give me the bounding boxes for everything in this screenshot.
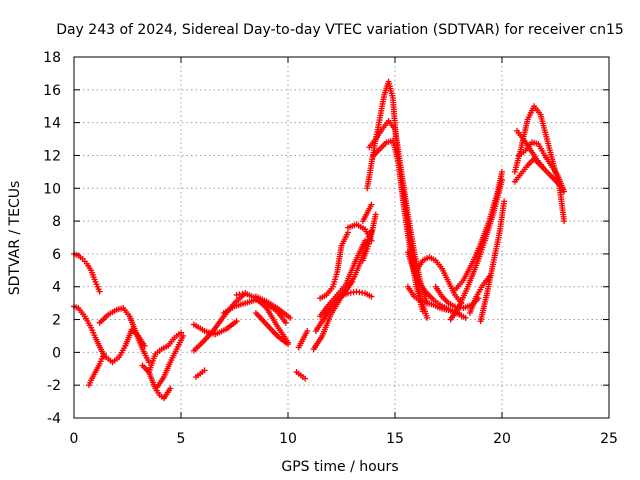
data-point bbox=[302, 375, 309, 382]
data-point bbox=[368, 201, 375, 208]
series-arc-4 bbox=[96, 305, 152, 366]
series-arc-7 bbox=[154, 332, 187, 390]
data-point bbox=[100, 351, 107, 358]
y-tick-label: -4 bbox=[47, 411, 61, 427]
data-point bbox=[233, 318, 240, 325]
series-arc-15 bbox=[293, 369, 309, 382]
x-tick-label: 25 bbox=[600, 431, 618, 447]
data-point bbox=[287, 314, 294, 321]
series-arc-13 bbox=[252, 309, 291, 348]
series-arc-6 bbox=[145, 329, 184, 376]
y-tick-label: 12 bbox=[43, 148, 61, 164]
y-tick-label: 14 bbox=[43, 116, 61, 132]
data-point bbox=[462, 314, 469, 321]
series-arc-33 bbox=[451, 168, 505, 294]
data-point bbox=[499, 168, 505, 175]
y-tick-label: -2 bbox=[47, 378, 61, 394]
data-point bbox=[362, 237, 369, 244]
data-point bbox=[285, 341, 291, 348]
x-tick-label: 0 bbox=[70, 431, 79, 447]
series-arc-16 bbox=[295, 328, 311, 351]
data-point bbox=[368, 293, 375, 300]
y-tick-label: 2 bbox=[52, 313, 61, 329]
data-point bbox=[180, 332, 187, 339]
series-arc-22 bbox=[336, 288, 375, 300]
series-arc-2 bbox=[71, 303, 148, 366]
series-arc-8 bbox=[192, 367, 208, 380]
series-arc-9 bbox=[190, 290, 249, 354]
series-arc-27 bbox=[370, 137, 431, 321]
y-tick-label: 18 bbox=[43, 50, 61, 66]
data-point bbox=[96, 288, 103, 295]
series-arc-23 bbox=[359, 201, 375, 225]
series-arc-1 bbox=[71, 250, 103, 295]
x-tick-labels: 0 5 10 15 20 25 bbox=[70, 431, 618, 447]
data-point bbox=[424, 314, 431, 321]
data-point bbox=[486, 273, 493, 280]
y-tick-label: 0 bbox=[52, 345, 61, 361]
x-tick-label: 20 bbox=[493, 431, 511, 447]
data-point bbox=[304, 328, 311, 335]
x-tick-label: 5 bbox=[177, 431, 186, 447]
grid-layer bbox=[74, 57, 609, 418]
x-tick-label: 10 bbox=[279, 431, 297, 447]
y-tick-labels: -4 -2 0 2 4 6 8 10 12 14 16 18 bbox=[43, 50, 61, 427]
series-arc-10 bbox=[190, 318, 240, 338]
series-arc-39 bbox=[513, 127, 546, 170]
series-arc-19 bbox=[317, 237, 369, 320]
data-point bbox=[167, 385, 174, 392]
series-arc-20 bbox=[317, 229, 351, 302]
data-point bbox=[145, 359, 152, 366]
data-point bbox=[141, 342, 148, 349]
data-point bbox=[539, 163, 546, 170]
data-point bbox=[178, 329, 184, 336]
series-arc-34 bbox=[477, 198, 508, 325]
series-arc-14 bbox=[252, 293, 294, 321]
data-point bbox=[201, 367, 208, 374]
y-axis-label: SDTVAR / TECUs bbox=[7, 181, 23, 296]
chart-title: Day 243 of 2024, Sidereal Day-to-day VTE… bbox=[56, 22, 624, 38]
data-point bbox=[501, 198, 508, 205]
y-tick-label: 4 bbox=[52, 280, 61, 296]
y-tick-label: 6 bbox=[52, 247, 61, 263]
data-point bbox=[561, 188, 568, 195]
y-tick-label: 8 bbox=[52, 214, 61, 230]
data-point bbox=[561, 218, 568, 225]
series-arc-35 bbox=[466, 273, 493, 316]
series-arc-24 bbox=[359, 211, 379, 264]
data-point bbox=[372, 211, 379, 218]
series-arc-38 bbox=[516, 139, 568, 195]
data-points bbox=[71, 78, 568, 402]
y-tick-label: 16 bbox=[43, 83, 61, 99]
tick-layer bbox=[73, 56, 610, 419]
x-axis-label: GPS time / hours bbox=[281, 459, 398, 475]
series-arc-3 bbox=[85, 351, 107, 389]
y-tick-label: 10 bbox=[43, 181, 61, 197]
data-point bbox=[282, 319, 289, 326]
plot-frame bbox=[73, 56, 610, 419]
x-tick-label: 15 bbox=[386, 431, 404, 447]
